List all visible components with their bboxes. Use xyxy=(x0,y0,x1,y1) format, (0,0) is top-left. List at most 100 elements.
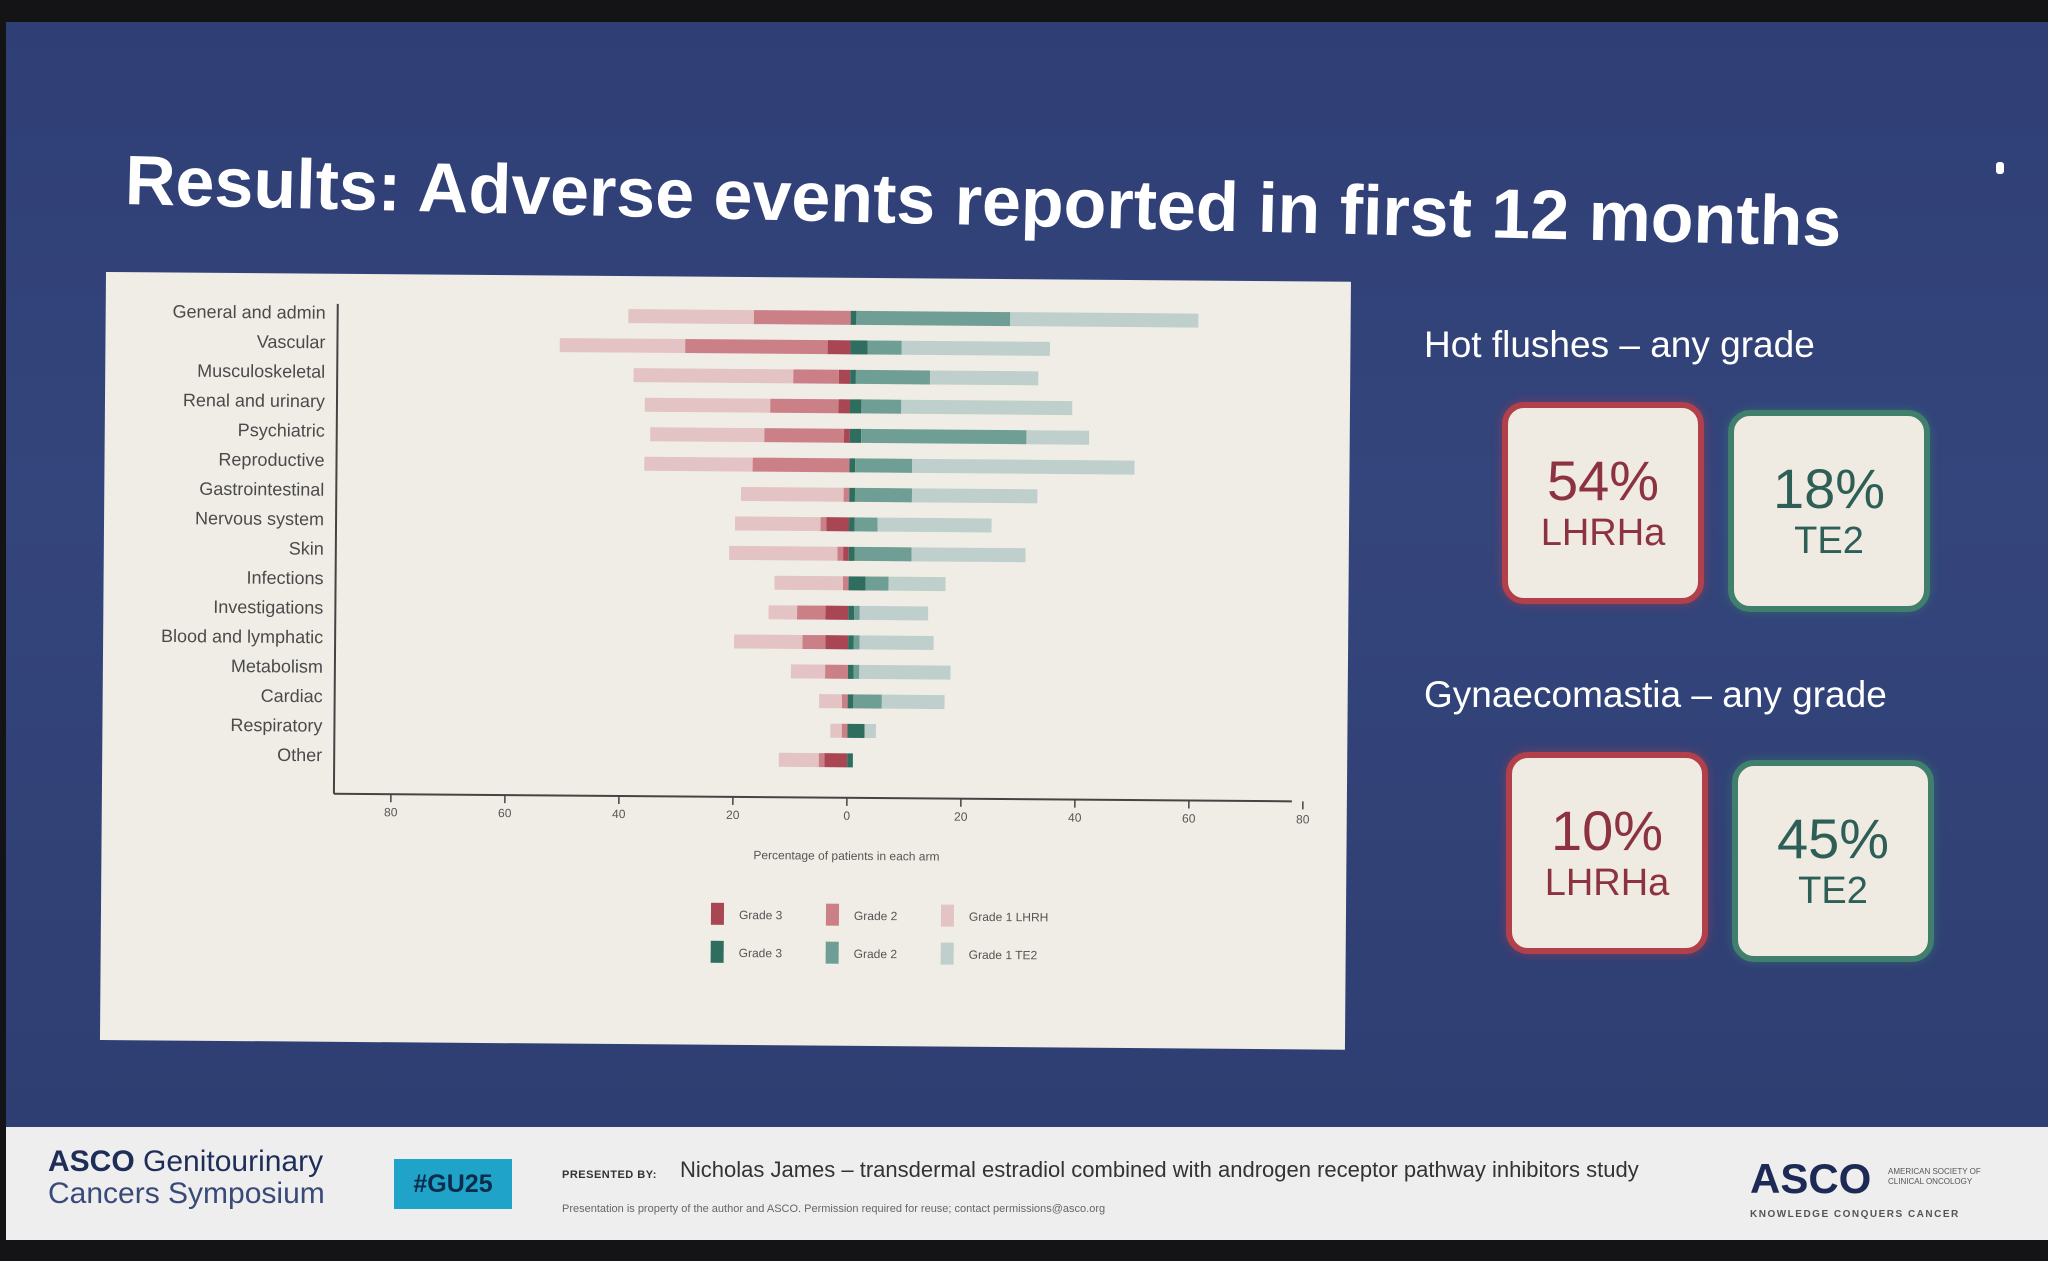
bar-te2-grade-3-general-and-admin xyxy=(850,310,857,325)
bar-lhrh-grade-2-blood-and-lymphatic xyxy=(802,634,826,650)
x-tick-label: 80 xyxy=(384,805,398,819)
bar-te2-grade-2-infections xyxy=(865,576,889,591)
bar-te2-grade-1-te2-cardiac xyxy=(881,694,945,710)
bar-te2-grade-1-te2-gastrointestinal xyxy=(911,488,1038,504)
bar-lhrh-grade-3-blood-and-lymphatic xyxy=(825,635,849,650)
bar-te2-grade-2-gastrointestinal xyxy=(854,487,913,503)
bar-te2-grade-3-reproductive xyxy=(849,458,856,473)
gynaecomastia-te2-box: 45% TE2 xyxy=(1732,760,1934,962)
x-tick-label: 20 xyxy=(954,810,968,824)
bar-lhrh-grade-3-investigations xyxy=(825,605,849,620)
bar-lhrh-grade-2-reproductive xyxy=(752,457,850,473)
asco-logo: ASCO xyxy=(1750,1155,1872,1202)
footer-bar: ASCO Genitourinary Cancers Symposium #GU… xyxy=(6,1127,2048,1240)
x-tick-label: 60 xyxy=(1182,811,1196,825)
legend-label-grade-1-te2: Grade 1 TE2 xyxy=(969,948,1038,963)
category-label-musculoskeletal: Musculoskeletal xyxy=(197,361,325,382)
bar-lhrh-grade-2-metabolism xyxy=(825,664,848,679)
y-axis-line xyxy=(332,303,339,794)
presenter-text: Nicholas James – transdermal estradiol c… xyxy=(680,1157,1639,1182)
legend-swatch-grade-1-te2 xyxy=(940,942,954,965)
bar-lhrh-grade-3-nervous-system xyxy=(826,517,850,532)
bar-lhrh-grade-2-other xyxy=(818,753,825,768)
bar-lhrh-grade-1-lhrh-nervous-system xyxy=(734,516,821,532)
hashtag-badge: #GU25 xyxy=(394,1159,512,1209)
legend-label-grade-1-lhrh: Grade 1 LHRH xyxy=(969,910,1048,925)
category-label-vascular: Vascular xyxy=(257,332,326,353)
gynaecomastia-te2-value: 45% xyxy=(1776,807,1890,871)
bar-te2-grade-3-blood-and-lymphatic xyxy=(848,635,854,650)
hot-flushes-lhrha-arm: LHRHa xyxy=(1540,511,1666,554)
category-label-skin: Skin xyxy=(289,538,324,558)
legend-swatch-grade-1-lhrh xyxy=(940,904,955,927)
bar-lhrh-grade-1-lhrh-metabolism xyxy=(790,664,826,679)
x-axis-line xyxy=(333,792,1292,803)
legend-swatch-grade-2 xyxy=(825,941,839,964)
bar-te2-grade-1-te2-blood-and-lymphatic xyxy=(859,635,934,651)
bar-te2-grade-1-te2-investigations xyxy=(859,605,929,621)
category-label-renal-and-urinary: Renal and urinary xyxy=(183,390,325,411)
bar-te2-grade-1-te2-general-and-admin xyxy=(1010,312,1199,328)
bar-lhrh-grade-1-lhrh-other xyxy=(778,752,819,768)
bar-lhrh-grade-2-respiratory xyxy=(841,723,848,738)
gynaecomastia-lhrha-value: 10% xyxy=(1550,799,1664,863)
category-label-other: Other xyxy=(277,745,322,765)
bar-te2-grade-3-infections xyxy=(848,576,866,591)
bar-lhrh-grade-1-lhrh-vascular xyxy=(559,338,686,354)
adverse-events-chart: General and admin Vascular Musculoskeletal… xyxy=(161,302,1310,965)
bar-lhrh-grade-1-lhrh-skin xyxy=(729,545,838,561)
chart-panel: General and admin Vascular Musculoskeletal… xyxy=(99,272,1351,1050)
bar-te2-grade-3-cardiac xyxy=(847,694,854,709)
presented-by-label: PRESENTED BY: xyxy=(562,1169,657,1181)
x-tick-label: 60 xyxy=(498,806,512,820)
bar-lhrh-grade-2-gastrointestinal xyxy=(843,487,850,502)
bar-lhrh-grade-1-lhrh-gastrointestinal xyxy=(740,486,844,502)
category-label-reproductive: Reproductive xyxy=(218,449,324,470)
bar-te2-grade-2-renal-and-urinary xyxy=(861,399,902,414)
bar-te2-grade-1-te2-reproductive xyxy=(912,458,1135,475)
hot-flushes-te2-value: 18% xyxy=(1772,457,1886,521)
bar-te2-grade-3-musculoskeletal xyxy=(850,369,856,384)
bar-lhrh-grade-3-renal-and-urinary xyxy=(838,399,851,414)
category-label-nervous-system: Nervous system xyxy=(195,508,324,529)
hot-flushes-te2-arm: TE2 xyxy=(1794,519,1864,562)
category-label-investigations: Investigations xyxy=(213,597,323,618)
bar-te2-grade-2-musculoskeletal xyxy=(855,369,931,385)
legend-label-grade-3: Grade 3 xyxy=(739,908,783,922)
bar-te2-grade-3-other xyxy=(847,753,853,768)
hot-flushes-te2-box: 18% TE2 xyxy=(1728,410,1930,612)
symposium-logo-asco: ASCO xyxy=(48,1145,135,1178)
bar-te2-grade-1-te2-skin xyxy=(911,547,1026,563)
legend-label-grade-2: Grade 2 xyxy=(854,947,898,961)
bar-lhrh-grade-3-other xyxy=(824,753,848,768)
bar-lhrh-grade-2-renal-and-urinary xyxy=(770,398,839,414)
bar-lhrh-grade-1-lhrh-investigations xyxy=(768,605,798,620)
gynaecomastia-lhrha-box: 10% LHRHa xyxy=(1506,752,1708,954)
x-tick-label: 0 xyxy=(843,809,850,823)
legend-label-grade-3: Grade 3 xyxy=(739,946,783,960)
bar-lhrh-grade-3-vascular xyxy=(827,340,851,355)
legend-swatch-grade-3 xyxy=(710,902,725,925)
bar-lhrh-grade-2-musculoskeletal xyxy=(793,369,839,384)
category-label-blood-and-lymphatic: Blood and lymphatic xyxy=(161,626,323,647)
bar-te2-grade-2-vascular xyxy=(867,340,902,355)
bar-te2-grade-1-te2-musculoskeletal xyxy=(929,370,1039,386)
bar-lhrh-grade-3-skin xyxy=(843,546,849,561)
bar-lhrh-grade-2-nervous-system xyxy=(820,517,827,532)
bar-lhrh-grade-1-lhrh-musculoskeletal xyxy=(633,368,794,384)
gynaecomastia-te2-arm: TE2 xyxy=(1798,869,1868,912)
category-label-general-and-admin: General and admin xyxy=(173,302,326,323)
x-tick-label: 40 xyxy=(1068,811,1082,825)
hot-flushes-lhrha-box: 54% LHRHa xyxy=(1502,402,1704,604)
disclaimer-text: Presentation is property of the author a… xyxy=(562,1203,1106,1215)
symposium-logo-line1: ASCO Genitourinary xyxy=(48,1145,323,1179)
x-tick-label: 40 xyxy=(612,807,626,821)
hot-flushes-lhrha-value: 54% xyxy=(1546,449,1660,513)
bar-lhrh-grade-1-lhrh-respiratory xyxy=(830,723,842,738)
legend-label-grade-2: Grade 2 xyxy=(854,909,898,923)
category-label-cardiac: Cardiac xyxy=(261,686,323,706)
bar-te2-grade-1-te2-renal-and-urinary xyxy=(901,399,1073,416)
bar-te2-grade-2-investigations xyxy=(853,605,860,620)
category-label-gastrointestinal: Gastrointestinal xyxy=(199,479,324,500)
x-tick-label: 20 xyxy=(726,808,740,822)
